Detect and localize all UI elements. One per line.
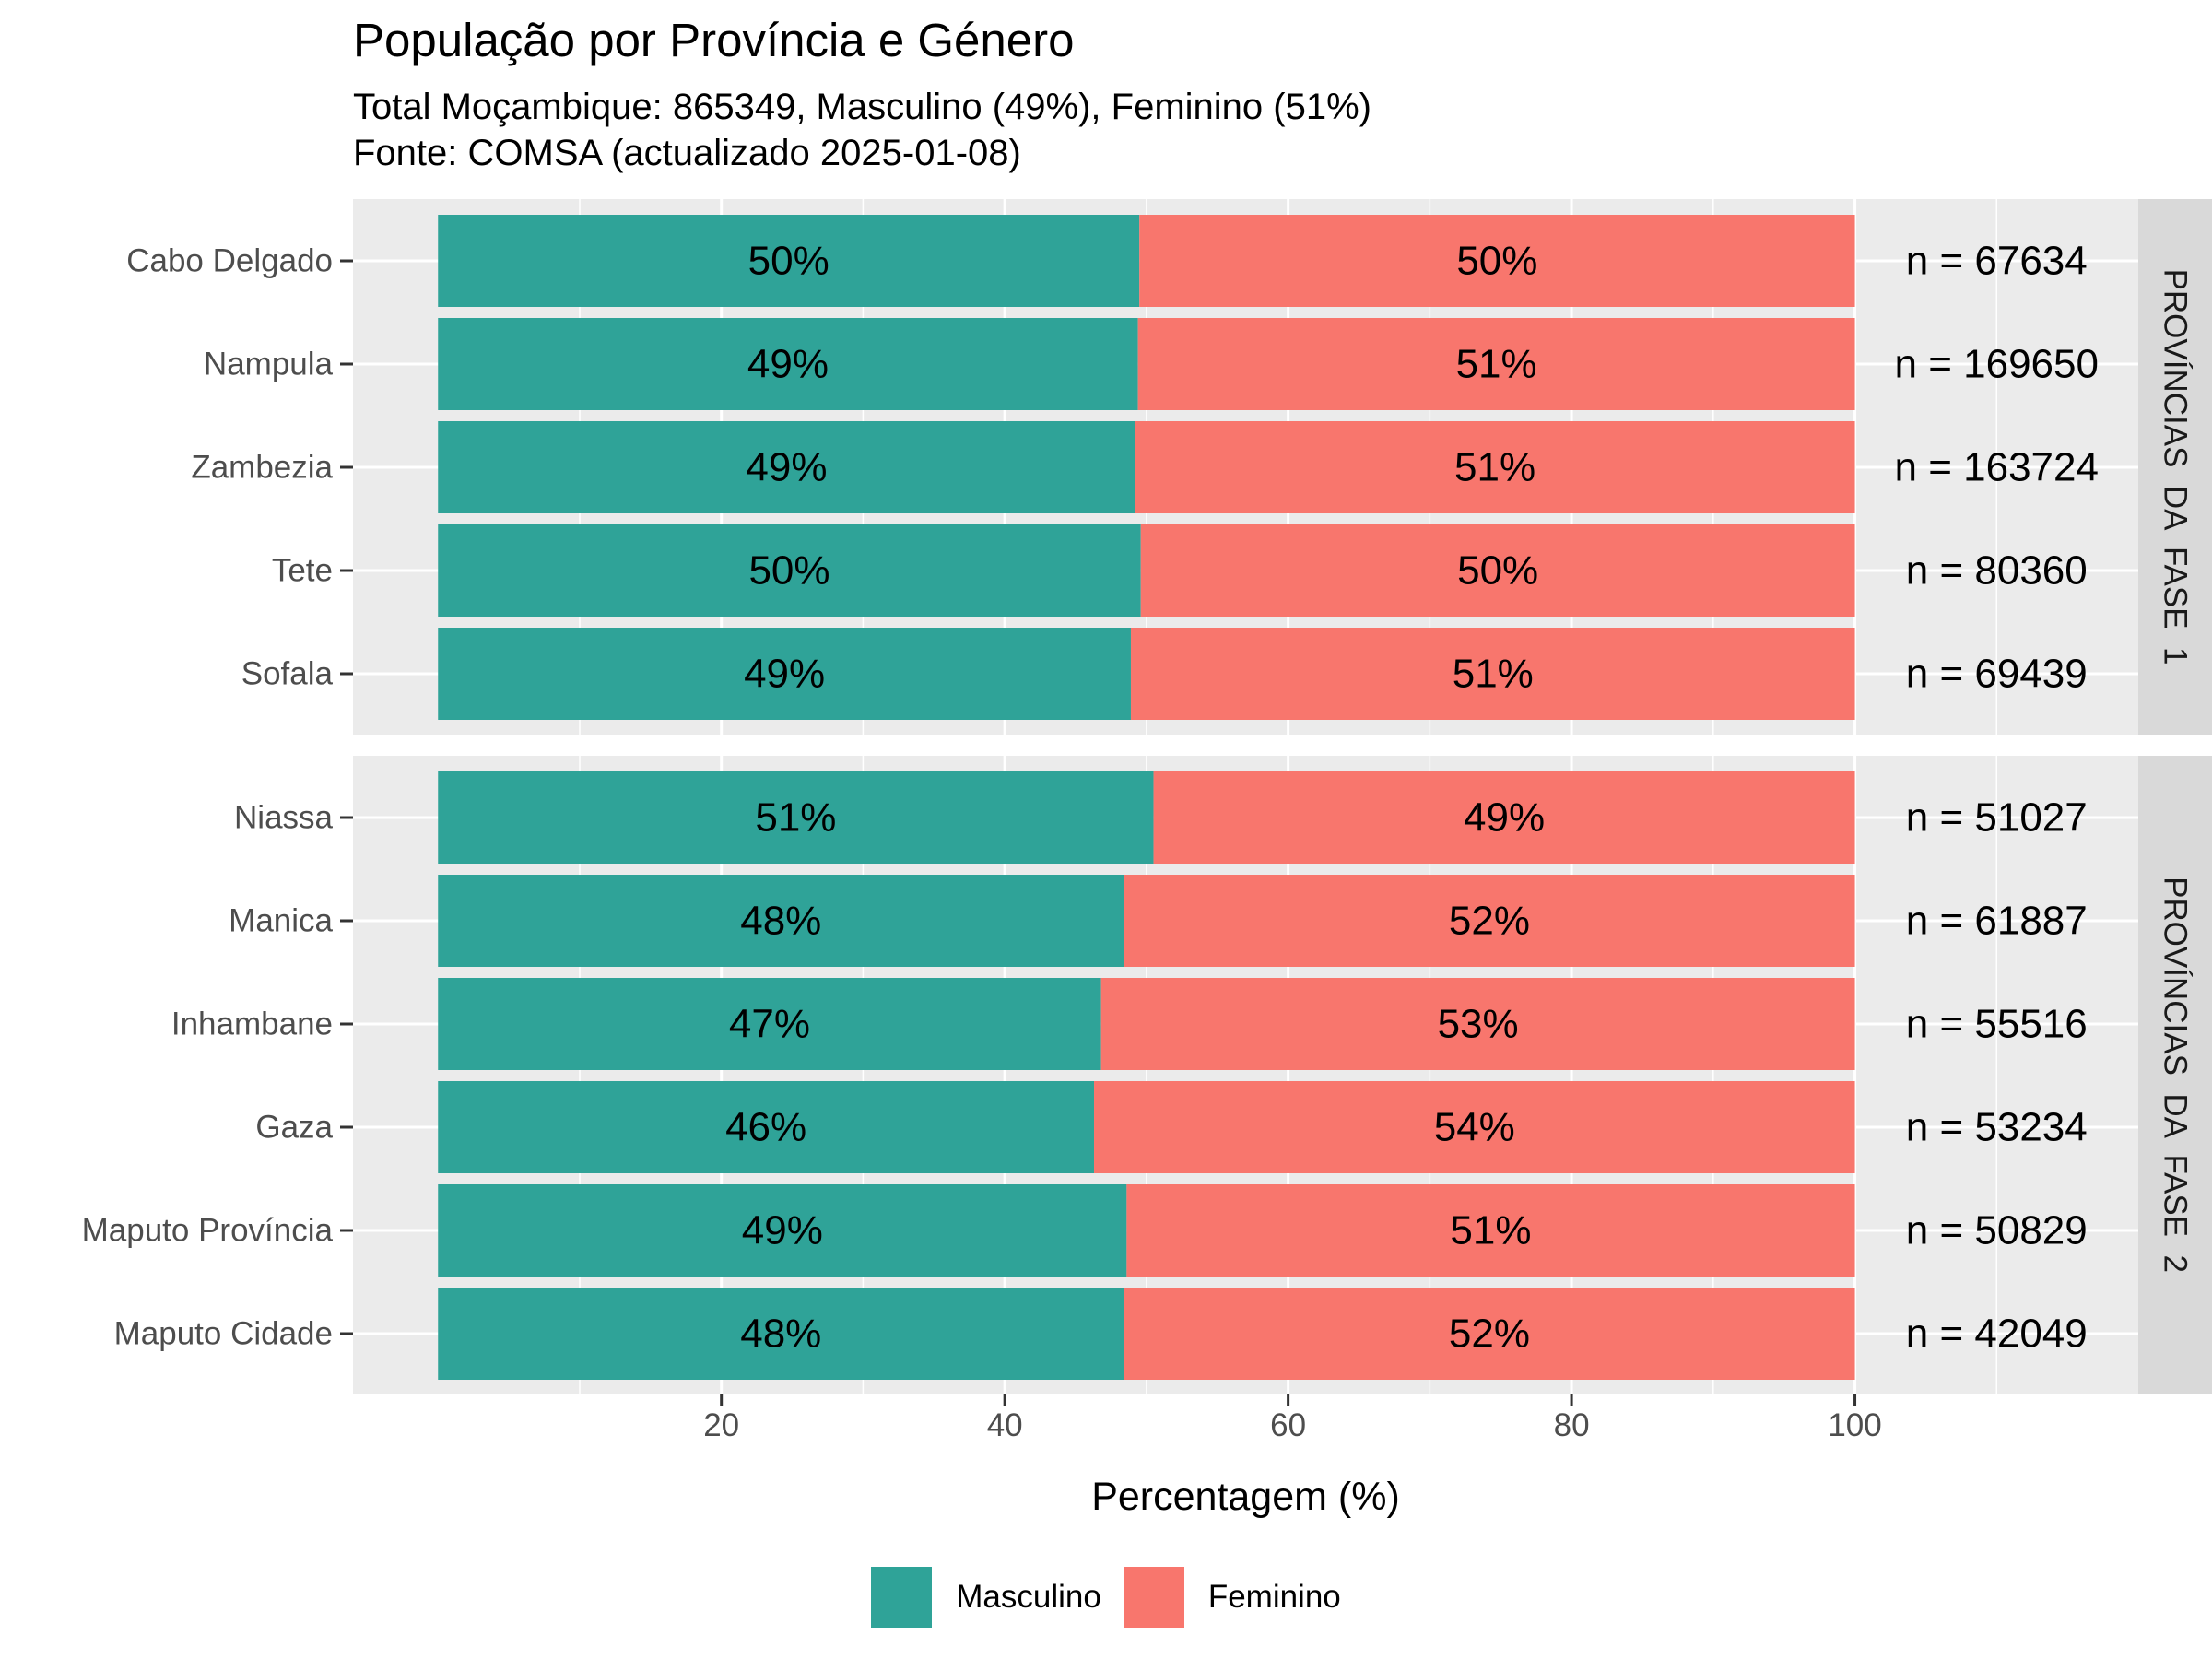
bar-masculino	[438, 1184, 1127, 1277]
y-axis-label: Niassa	[234, 800, 334, 836]
legend-item-feminino: Feminino	[1123, 1567, 1341, 1628]
facet-strip-label: PROVÍNCIAS DA FASE 1	[2158, 269, 2194, 665]
bar-feminino	[1140, 524, 1855, 617]
legend-key-feminino	[1123, 1567, 1184, 1628]
bar-label-masculino: 50%	[748, 548, 830, 594]
legend-item-masculino: Masculino	[871, 1567, 1101, 1628]
y-axis-label: Sofala	[241, 656, 334, 692]
sample-size-label: n = 50829	[1906, 1208, 2088, 1253]
x-axis-tick-label: 20	[703, 1407, 739, 1443]
facet-strip	[2138, 756, 2212, 1394]
bar-masculino	[438, 771, 1154, 864]
legend-label-feminino: Feminino	[1207, 1579, 1341, 1615]
bar-masculino	[438, 421, 1135, 513]
bar-label-masculino: 49%	[747, 342, 829, 387]
bar-feminino	[1135, 421, 1855, 513]
bar-feminino	[1124, 875, 1855, 967]
legend-label-masculino: Masculino	[956, 1579, 1101, 1615]
x-axis-tick-label: 60	[1270, 1407, 1306, 1443]
y-axis-label: Maputo Província	[82, 1213, 334, 1249]
bar-masculino	[438, 1081, 1095, 1173]
bar-masculino	[438, 875, 1124, 967]
bar-label-masculino: 49%	[742, 1208, 823, 1253]
sample-size-label: n = 42049	[1906, 1312, 2088, 1357]
sample-size-label: n = 69439	[1906, 652, 2088, 697]
x-axis-tick-label: 80	[1554, 1407, 1590, 1443]
bar-masculino	[438, 628, 1131, 720]
bar-feminino	[1126, 1184, 1855, 1277]
bar-feminino	[1153, 771, 1855, 864]
bar-label-masculino: 51%	[755, 795, 836, 841]
x-axis-tick-label: 40	[987, 1407, 1023, 1443]
facet-strip-label: PROVÍNCIAS DA FASE 2	[2158, 877, 2194, 1273]
y-axis-label: Manica	[229, 903, 333, 939]
bar-label-feminino: 54%	[1434, 1105, 1515, 1150]
bar-masculino	[438, 524, 1141, 617]
y-axis-label: Nampula	[204, 347, 334, 382]
bar-label-masculino: 50%	[748, 239, 830, 284]
y-axis-label: Cabo Delgado	[126, 243, 333, 279]
bar-feminino	[1130, 628, 1855, 720]
bar-label-feminino: 50%	[1456, 239, 1537, 284]
chart-title: População por Província e Género	[353, 14, 1075, 66]
subtitle-line-total: Total Moçambique: 865349, Masculino (49%…	[353, 87, 1371, 127]
bar-label-feminino: 49%	[1464, 795, 1545, 841]
bar-masculino	[438, 1288, 1124, 1380]
sample-size-label: n = 163724	[1895, 445, 2099, 490]
y-axis-label: Gaza	[255, 1110, 333, 1146]
bar-feminino	[1139, 215, 1855, 307]
bar-label-feminino: 51%	[1456, 342, 1537, 387]
bar-label-feminino: 53%	[1438, 1002, 1519, 1047]
x-axis-tick-label: 100	[1828, 1407, 1881, 1443]
sample-size-label: n = 67634	[1906, 239, 2088, 284]
bar-label-masculino: 47%	[729, 1002, 810, 1047]
bar-feminino	[1137, 318, 1855, 410]
bar-feminino	[1100, 978, 1855, 1070]
sample-size-label: n = 55516	[1906, 1002, 2088, 1047]
bar-label-feminino: 51%	[1450, 1208, 1531, 1253]
legend: Masculino Feminino	[0, 1565, 2212, 1630]
bar-feminino	[1124, 1288, 1855, 1380]
y-axis-label: Maputo Cidade	[114, 1316, 333, 1352]
bar-label-masculino: 49%	[746, 445, 827, 490]
bar-label-masculino: 49%	[744, 652, 825, 697]
sample-size-label: n = 53234	[1906, 1105, 2088, 1150]
bar-label-feminino: 52%	[1449, 899, 1530, 944]
sample-size-label: n = 61887	[1906, 899, 2088, 944]
y-axis-label: Zambezia	[191, 450, 333, 486]
sample-size-label: n = 51027	[1906, 795, 2088, 841]
bar-label-feminino: 51%	[1453, 652, 1534, 697]
bar-label-masculino: 48%	[740, 1312, 821, 1357]
sample-size-label: n = 169650	[1895, 342, 2099, 387]
chart-subtitle: Total Moçambique: 865349, Masculino (49%…	[353, 84, 1371, 176]
bar-masculino	[438, 215, 1140, 307]
bar-feminino	[1094, 1081, 1855, 1173]
legend-key-masculino	[871, 1567, 933, 1628]
bar-label-feminino: 52%	[1449, 1312, 1530, 1357]
x-axis-title: Percentagem (%)	[1091, 1475, 1400, 1519]
bar-label-feminino: 50%	[1457, 548, 1538, 594]
subtitle-line-source: Fonte: COMSA (actualizado 2025-01-08)	[353, 133, 1021, 173]
sample-size-label: n = 80360	[1906, 548, 2088, 594]
bar-label-feminino: 51%	[1454, 445, 1535, 490]
y-axis-label: Tete	[272, 553, 333, 589]
bar-masculino	[438, 978, 1101, 1070]
bar-masculino	[438, 318, 1138, 410]
bar-label-masculino: 48%	[740, 899, 821, 944]
facet-strip	[2138, 199, 2212, 735]
y-axis-label: Inhambane	[171, 1006, 333, 1042]
bar-label-masculino: 46%	[725, 1105, 806, 1150]
